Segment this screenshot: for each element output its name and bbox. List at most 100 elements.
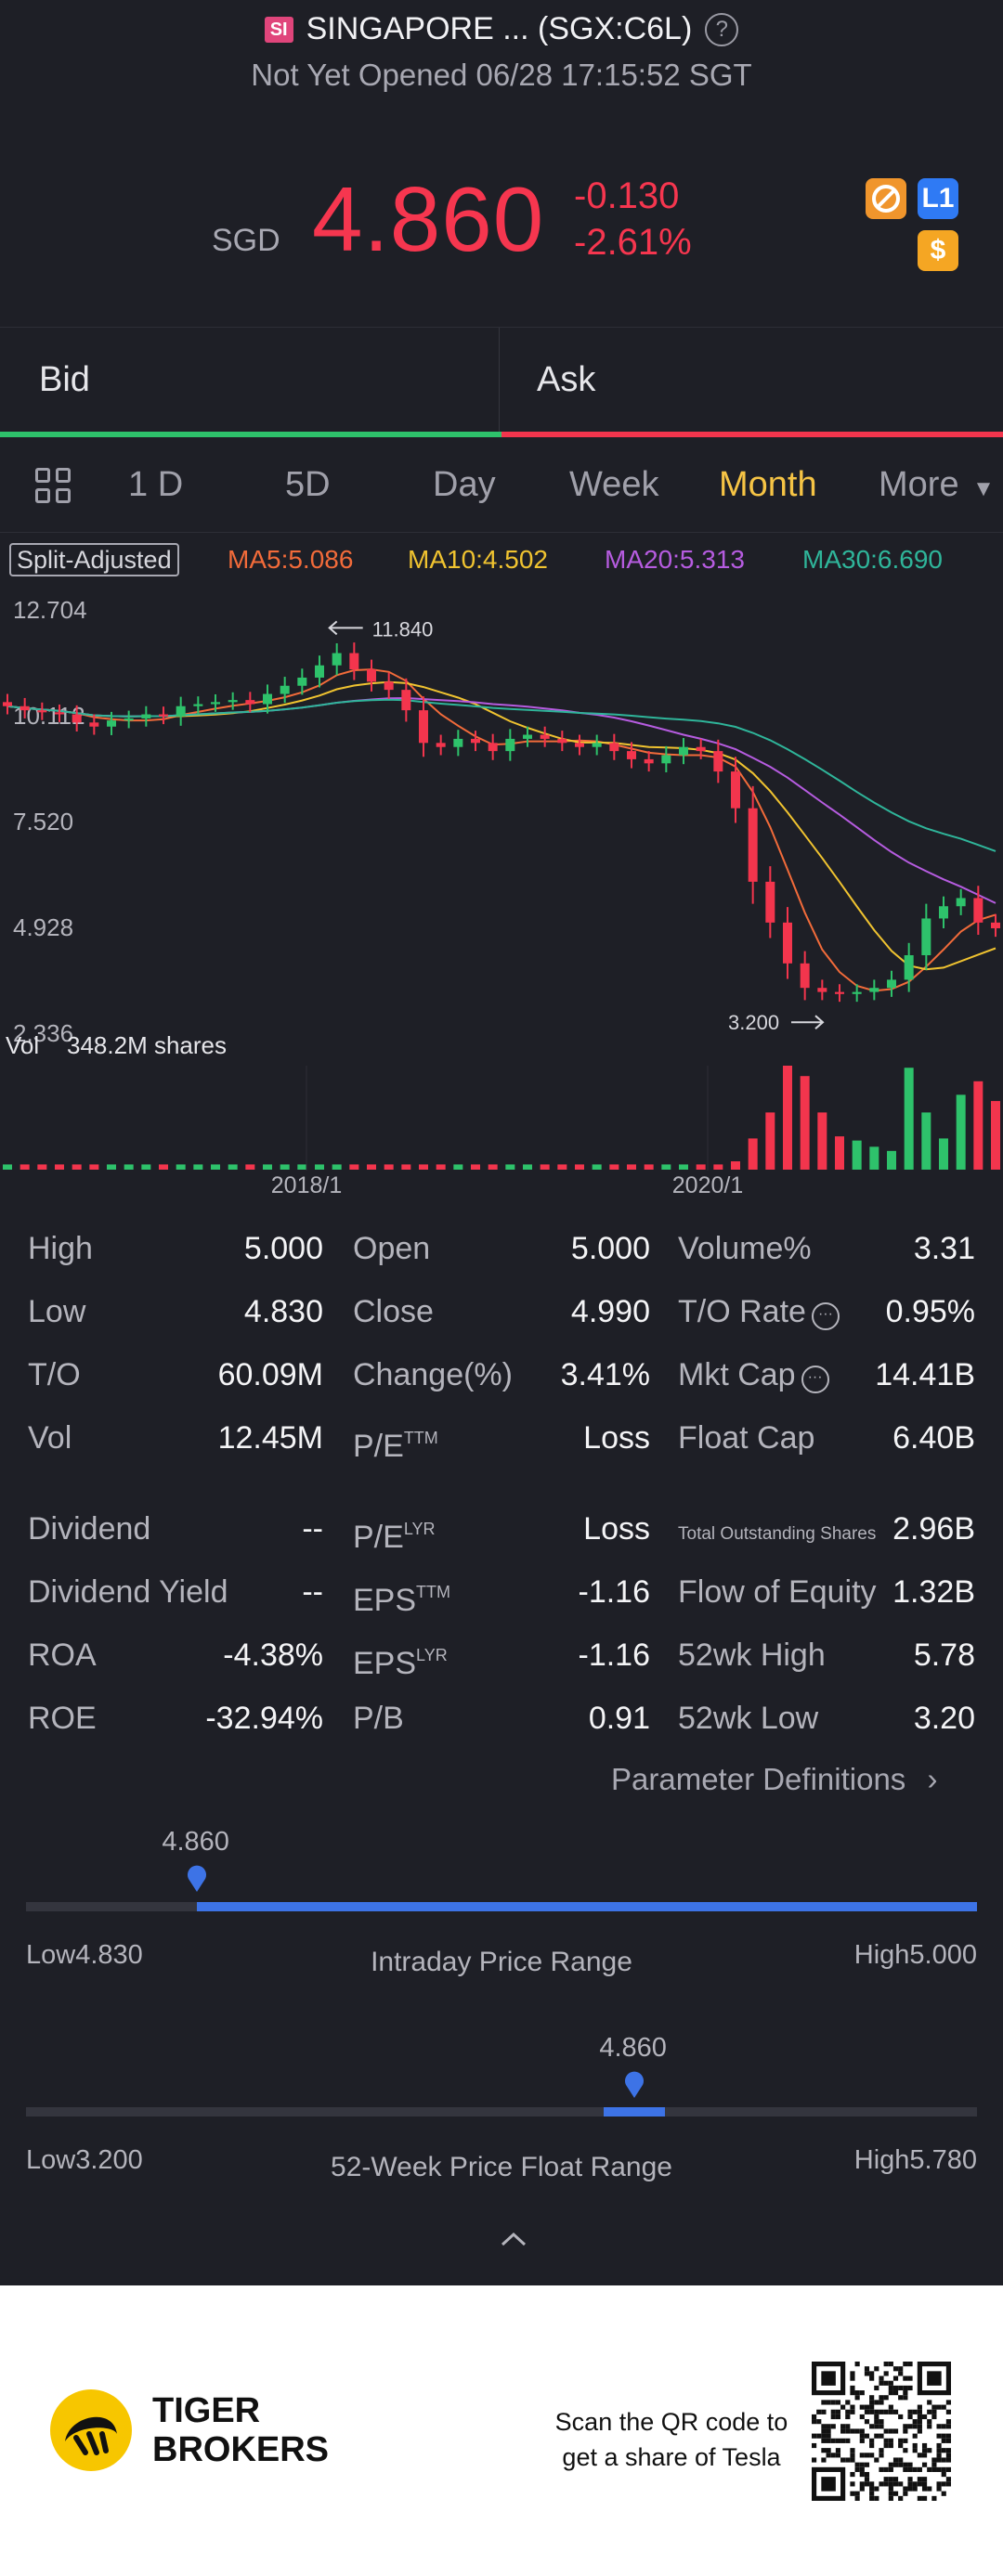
volume-bar xyxy=(904,1068,914,1170)
candle-body xyxy=(193,704,203,706)
x-tick-label: 2018/1 xyxy=(271,1172,342,1193)
stat-label-mktcap[interactable]: Mkt Cap ··· xyxy=(678,1356,829,1393)
exchange-badge: SI xyxy=(264,16,293,43)
stat-value-tos: 2.96B xyxy=(892,1511,975,1547)
volume-bar xyxy=(609,1164,619,1170)
candle-body xyxy=(124,718,134,721)
stat-label-text: Close xyxy=(353,1294,434,1329)
candle-body xyxy=(505,738,515,752)
volume-label: Vol xyxy=(6,1031,39,1059)
volume-bar xyxy=(852,1140,862,1170)
stat-label-divyield: Dividend Yield xyxy=(28,1573,228,1611)
stat-value-divyield: -- xyxy=(302,1574,323,1610)
stat-label-pe-ttm: P/ETTM xyxy=(353,1419,438,1465)
stat-label-text: Float Cap xyxy=(678,1420,815,1456)
qr-code-icon[interactable] xyxy=(812,2362,951,2501)
stat-label-text: ROA xyxy=(28,1638,97,1673)
volume-bar xyxy=(939,1138,948,1170)
candle-body xyxy=(55,712,64,715)
stat-value-wk52l: 3.20 xyxy=(913,1701,975,1736)
candle-body xyxy=(991,922,1000,928)
help-icon[interactable]: ? xyxy=(705,12,739,46)
volume-bar xyxy=(800,1076,810,1170)
layout-grid-icon[interactable] xyxy=(35,468,72,505)
candlestick-chart[interactable]: 12.704 10.112 7.520 4.928 2.336 11.840 3.200 … xyxy=(0,580,1003,1198)
candle-body xyxy=(679,746,688,756)
collapse-chevron-icon[interactable] xyxy=(500,2230,528,2248)
scan-text: Scan the QR code to get a share of Tesla xyxy=(550,2404,793,2475)
stat-value-mktcap: 14.41B xyxy=(875,1357,975,1392)
tab-5d[interactable]: 5D xyxy=(285,465,331,504)
last-price: 4.860 xyxy=(312,168,545,270)
volume-bar xyxy=(679,1164,688,1170)
stat-label-text: Total Outstanding Shares xyxy=(678,1524,877,1544)
stat-label-text: Mkt Cap xyxy=(678,1357,796,1392)
volume-bar xyxy=(297,1164,307,1170)
stat-value-open: 5.000 xyxy=(570,1231,650,1266)
stat-label-text: Vol xyxy=(28,1420,72,1456)
candle-body xyxy=(627,751,636,759)
volume-bar xyxy=(627,1164,636,1170)
price-change: -0.130 -2.61% xyxy=(574,173,692,265)
stat-label-text: P/E xyxy=(353,1429,404,1464)
candle-body xyxy=(436,743,446,747)
candle-body xyxy=(540,734,550,739)
candle-body xyxy=(887,979,896,989)
x-tick-label: 2020/1 xyxy=(672,1172,743,1193)
stock-name[interactable]: SINGAPORE ... (SGX:C6L) xyxy=(306,11,693,46)
stat-label-eps-ttm: EPSTTM xyxy=(353,1573,450,1619)
tab-week[interactable]: Week xyxy=(569,465,659,504)
volume-bar xyxy=(176,1164,186,1170)
tab-month[interactable]: Month xyxy=(719,465,817,504)
tab-1d[interactable]: 1 D xyxy=(128,465,184,504)
stat-label-text: High xyxy=(28,1231,93,1266)
stat-label-superscript: LYR xyxy=(416,1646,448,1664)
volume-bar xyxy=(3,1164,12,1170)
period-tabs: 1 D 5D Day Week Month More ▼ xyxy=(0,436,1003,533)
volume-bar xyxy=(523,1164,532,1170)
ask-button[interactable]: Ask xyxy=(537,360,596,399)
stat-label-toRate[interactable]: T/O Rate ··· xyxy=(678,1293,840,1330)
split-adjusted-toggle[interactable]: Split-Adjusted xyxy=(9,543,179,576)
tab-more[interactable]: More ▼ xyxy=(879,436,995,533)
stat-value-changepct: 3.41% xyxy=(560,1357,650,1392)
title-row: SI SINGAPORE ... (SGX:C6L) ? xyxy=(0,11,1003,47)
stat-label-text: T/O Rate xyxy=(678,1294,806,1329)
stat-label-open: Open xyxy=(353,1230,430,1267)
volume-bar xyxy=(973,1081,983,1170)
info-dots-icon[interactable]: ··· xyxy=(811,1302,840,1330)
stat-value-foe: 1.32B xyxy=(892,1574,975,1610)
stat-value-close: 4.990 xyxy=(570,1294,650,1329)
candle-body xyxy=(141,714,151,718)
stat-label-text: Volume% xyxy=(678,1231,812,1266)
stat-value-roa: -4.38% xyxy=(223,1638,323,1673)
stat-label-changepct: Change(%) xyxy=(353,1356,513,1393)
y-tick-label: 7.520 xyxy=(13,808,73,835)
currency-label: SGD xyxy=(212,223,280,258)
volume-bar xyxy=(869,1146,879,1170)
volume-bar xyxy=(315,1164,324,1170)
stat-value-pe-ttm: Loss xyxy=(583,1420,650,1456)
level1-icon[interactable]: L1 xyxy=(918,178,958,219)
stat-value-eps-ttm: -1.16 xyxy=(578,1574,651,1610)
tab-day[interactable]: Day xyxy=(433,465,496,504)
bid-button[interactable]: Bid xyxy=(0,328,500,432)
candle-body xyxy=(297,677,307,686)
stat-label-high: High xyxy=(28,1230,93,1267)
ma5-value: MA5:5.086 xyxy=(228,545,354,574)
dollar-icon[interactable]: $ xyxy=(918,230,958,271)
parameter-definitions-link[interactable]: Parameter Definitions › xyxy=(611,1762,937,1797)
volume-bar xyxy=(540,1164,550,1170)
stat-label-text: EPS xyxy=(353,1583,417,1618)
candle-body xyxy=(315,665,324,678)
info-dots-icon[interactable]: ··· xyxy=(801,1366,829,1393)
candle-body xyxy=(245,700,255,705)
volume-bar xyxy=(488,1164,498,1170)
volume-bar xyxy=(124,1164,134,1170)
volume-bar xyxy=(37,1164,47,1170)
stat-label-superscript: TTM xyxy=(403,1429,438,1447)
candle-body xyxy=(817,988,827,992)
intraday-fill xyxy=(197,1902,977,1911)
candle-body xyxy=(557,738,567,744)
no-shorting-icon[interactable] xyxy=(866,178,906,219)
